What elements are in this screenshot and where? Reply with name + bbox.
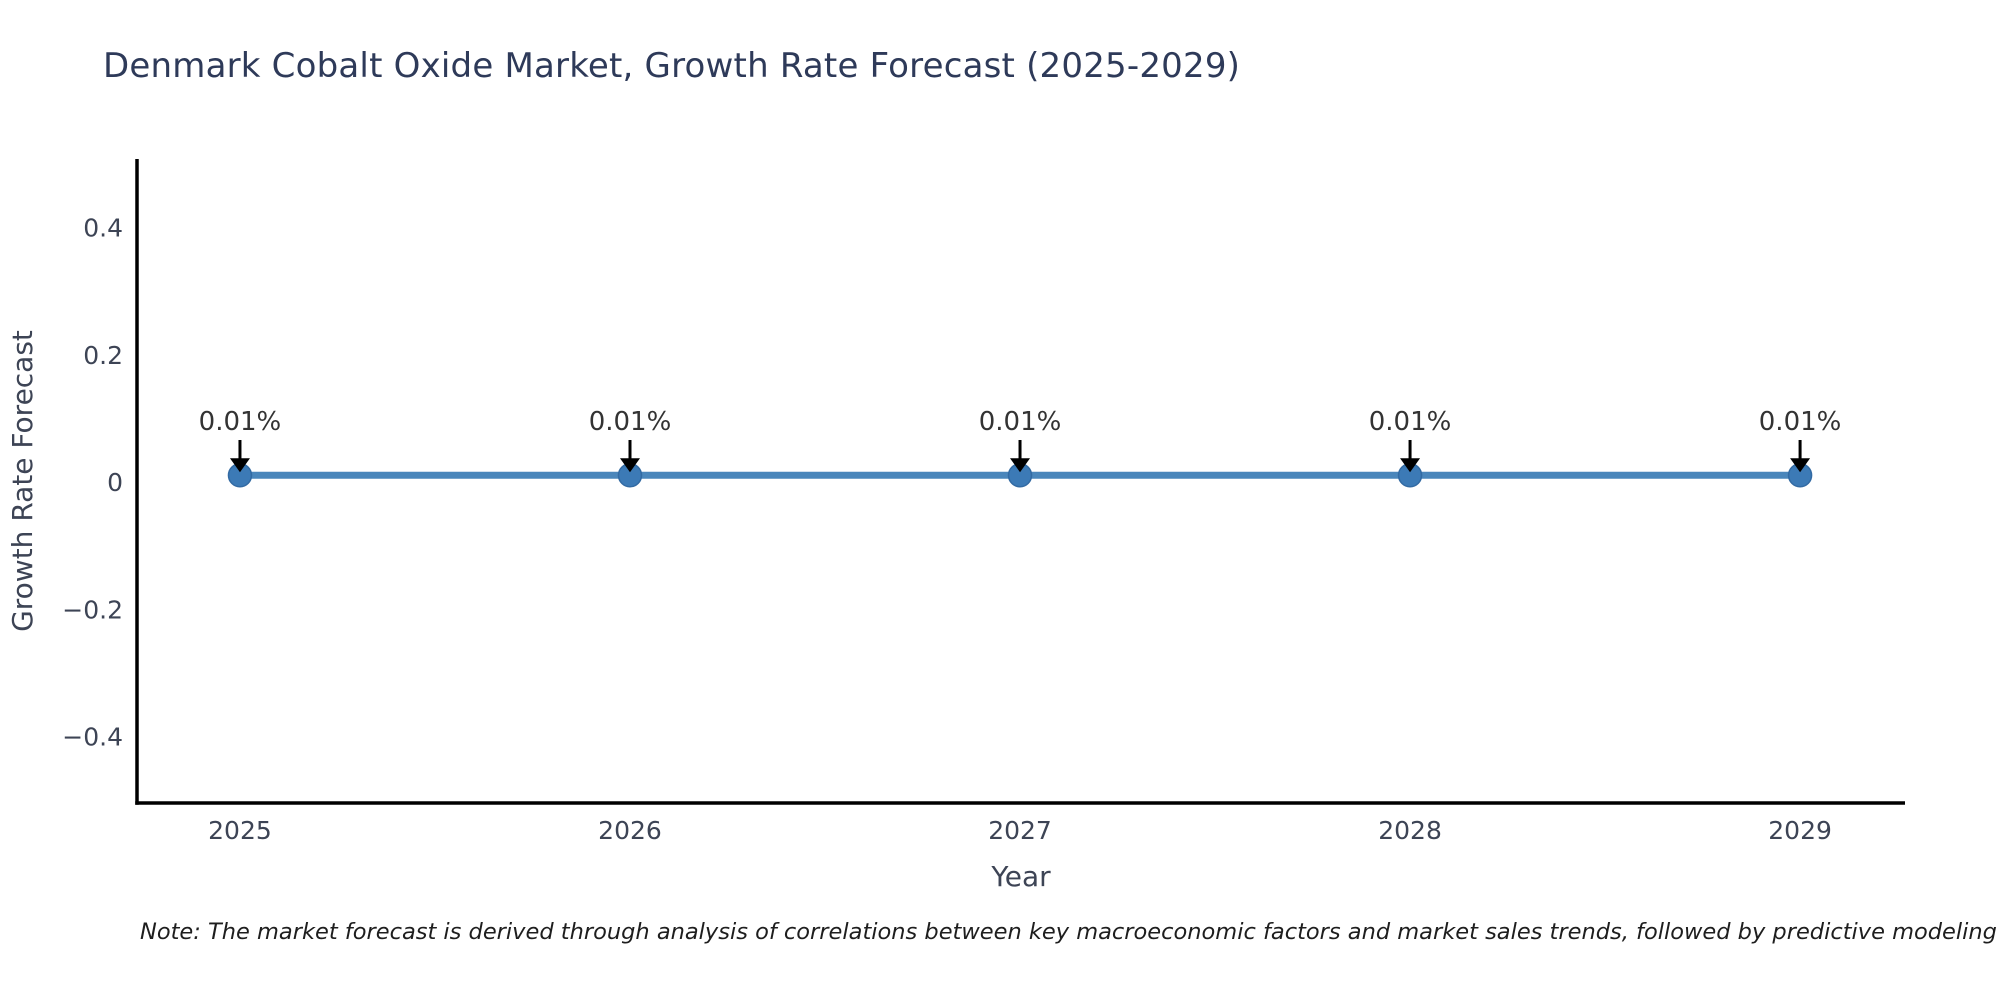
y-tick-label: 0 <box>107 468 123 497</box>
y-tick-label: 0.4 <box>83 214 123 243</box>
annotation-arrow-head <box>619 458 640 473</box>
annotation-arrow-head <box>229 458 250 473</box>
data-point-label: 0.01% <box>1369 407 1452 437</box>
y-axis-title: Growth Rate Forecast <box>6 330 39 632</box>
annotation-arrow-head <box>1010 458 1031 473</box>
annotation-arrow-head <box>1790 458 1811 473</box>
data-point-label: 0.01% <box>979 407 1062 437</box>
y-tick-label: −0.2 <box>62 595 123 624</box>
x-axis-title: Year <box>990 860 1051 893</box>
annotation-arrow-head <box>1400 458 1421 473</box>
x-tick-label: 2029 <box>1768 816 1832 845</box>
y-tick-label: 0.2 <box>83 341 123 370</box>
data-point-label: 0.01% <box>199 407 282 437</box>
x-tick-label: 2025 <box>208 816 272 845</box>
data-point-label: 0.01% <box>1759 407 1842 437</box>
x-tick-label: 2027 <box>988 816 1052 845</box>
x-tick-label: 2026 <box>598 816 662 845</box>
x-tick-label: 2028 <box>1378 816 1442 845</box>
data-point-label: 0.01% <box>589 407 672 437</box>
y-tick-label: −0.4 <box>62 723 123 752</box>
footnote: Note: The market forecast is derived thr… <box>140 919 2000 945</box>
chart-title: Denmark Cobalt Oxide Market, Growth Rate… <box>103 46 1241 86</box>
